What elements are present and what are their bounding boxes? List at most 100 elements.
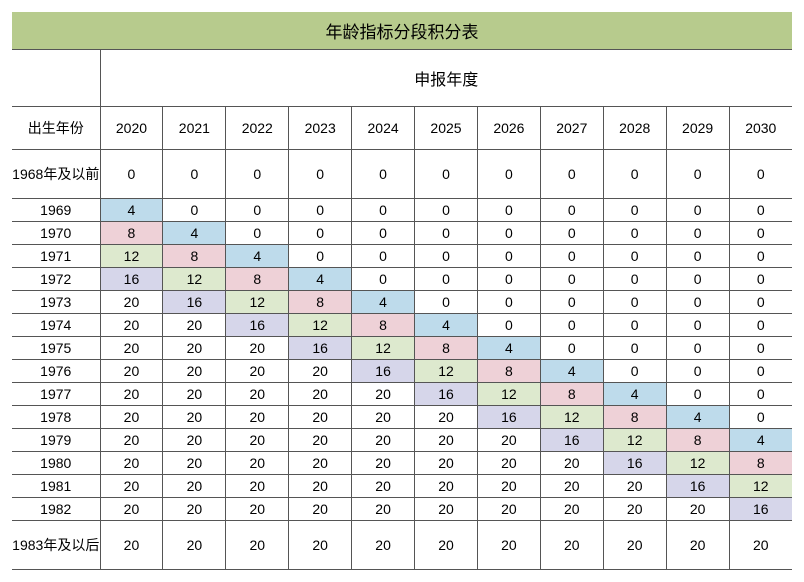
data-cell: 0 <box>289 245 352 268</box>
data-cell: 20 <box>415 521 478 570</box>
data-cell: 8 <box>666 429 729 452</box>
data-cell: 20 <box>100 521 163 570</box>
data-cell: 20 <box>100 406 163 429</box>
year-header: 2030 <box>729 107 792 150</box>
data-cell: 0 <box>666 337 729 360</box>
data-cell: 20 <box>415 475 478 498</box>
data-cell: 20 <box>477 429 540 452</box>
birth-year-label: 1976 <box>12 360 100 383</box>
table-row: 19822020202020202020202016 <box>12 498 792 521</box>
data-cell: 20 <box>226 452 289 475</box>
data-cell: 12 <box>289 314 352 337</box>
data-cell: 0 <box>666 383 729 406</box>
data-cell: 12 <box>540 406 603 429</box>
data-cell: 0 <box>352 245 415 268</box>
data-cell: 20 <box>415 406 478 429</box>
data-cell: 0 <box>477 222 540 245</box>
data-cell: 12 <box>415 360 478 383</box>
data-cell: 12 <box>352 337 415 360</box>
data-cell: 20 <box>603 521 666 570</box>
data-cell: 8 <box>352 314 415 337</box>
birth-year-label: 1970 <box>12 222 100 245</box>
data-cell: 20 <box>226 429 289 452</box>
data-cell: 12 <box>603 429 666 452</box>
data-cell: 20 <box>100 360 163 383</box>
data-cell: 4 <box>226 245 289 268</box>
data-cell: 20 <box>603 498 666 521</box>
data-cell: 0 <box>289 199 352 222</box>
data-cell: 20 <box>729 521 792 570</box>
data-cell: 20 <box>163 475 226 498</box>
data-cell: 20 <box>289 452 352 475</box>
data-cell: 0 <box>289 150 352 199</box>
data-cell: 20 <box>540 521 603 570</box>
data-cell: 0 <box>729 150 792 199</box>
data-cell: 4 <box>289 268 352 291</box>
data-cell: 20 <box>352 521 415 570</box>
data-cell: 12 <box>100 245 163 268</box>
data-cell: 16 <box>163 291 226 314</box>
data-cell: 20 <box>603 475 666 498</box>
table-row: 1983年及以后2020202020202020202020 <box>12 521 792 570</box>
year-header: 2020 <box>100 107 163 150</box>
data-cell: 8 <box>226 268 289 291</box>
data-cell: 0 <box>603 337 666 360</box>
data-cell: 20 <box>289 406 352 429</box>
data-cell: 0 <box>729 383 792 406</box>
data-cell: 0 <box>540 222 603 245</box>
data-cell: 0 <box>666 268 729 291</box>
birth-year-label: 1971 <box>12 245 100 268</box>
data-cell: 0 <box>415 222 478 245</box>
data-cell: 20 <box>226 383 289 406</box>
data-cell: 8 <box>477 360 540 383</box>
data-cell: 0 <box>603 222 666 245</box>
data-cell: 0 <box>352 199 415 222</box>
birth-year-label: 1981 <box>12 475 100 498</box>
data-cell: 4 <box>603 383 666 406</box>
table-body: 1968年及以前00000000000196940000000000197084… <box>12 150 792 570</box>
data-cell: 0 <box>603 150 666 199</box>
data-cell: 0 <box>729 291 792 314</box>
data-cell: 20 <box>540 475 603 498</box>
data-cell: 4 <box>100 199 163 222</box>
data-cell: 20 <box>289 475 352 498</box>
birth-year-label: 1969 <box>12 199 100 222</box>
data-cell: 0 <box>352 222 415 245</box>
data-cell: 16 <box>477 406 540 429</box>
data-cell: 4 <box>415 314 478 337</box>
data-cell: 20 <box>163 383 226 406</box>
data-cell: 0 <box>540 291 603 314</box>
year-header: 2022 <box>226 107 289 150</box>
data-cell: 20 <box>289 521 352 570</box>
data-cell: 0 <box>603 199 666 222</box>
table-row: 1968年及以前00000000000 <box>12 150 792 199</box>
data-cell: 0 <box>415 291 478 314</box>
birth-year-label: 1972 <box>12 268 100 291</box>
data-cell: 16 <box>352 360 415 383</box>
data-cell: 0 <box>729 245 792 268</box>
data-cell: 0 <box>415 245 478 268</box>
table-row: 196940000000000 <box>12 199 792 222</box>
data-cell: 0 <box>100 150 163 199</box>
data-cell: 0 <box>352 268 415 291</box>
data-cell: 4 <box>540 360 603 383</box>
data-cell: 0 <box>415 199 478 222</box>
data-cell: 20 <box>163 429 226 452</box>
table-head: 申报年度 出生年份 202020212022202320242025202620… <box>12 50 792 150</box>
table-row: 197084000000000 <box>12 222 792 245</box>
data-cell: 20 <box>163 314 226 337</box>
data-cell: 0 <box>603 268 666 291</box>
data-cell: 20 <box>540 498 603 521</box>
data-cell: 20 <box>477 475 540 498</box>
data-cell: 12 <box>666 452 729 475</box>
year-header: 2021 <box>163 107 226 150</box>
data-cell: 0 <box>603 314 666 337</box>
super-header: 申报年度 <box>100 50 792 107</box>
year-header: 2028 <box>603 107 666 150</box>
data-cell: 16 <box>666 475 729 498</box>
data-cell: 0 <box>666 245 729 268</box>
data-cell: 0 <box>477 245 540 268</box>
data-cell: 4 <box>729 429 792 452</box>
data-cell: 20 <box>100 314 163 337</box>
birth-year-label: 1979 <box>12 429 100 452</box>
